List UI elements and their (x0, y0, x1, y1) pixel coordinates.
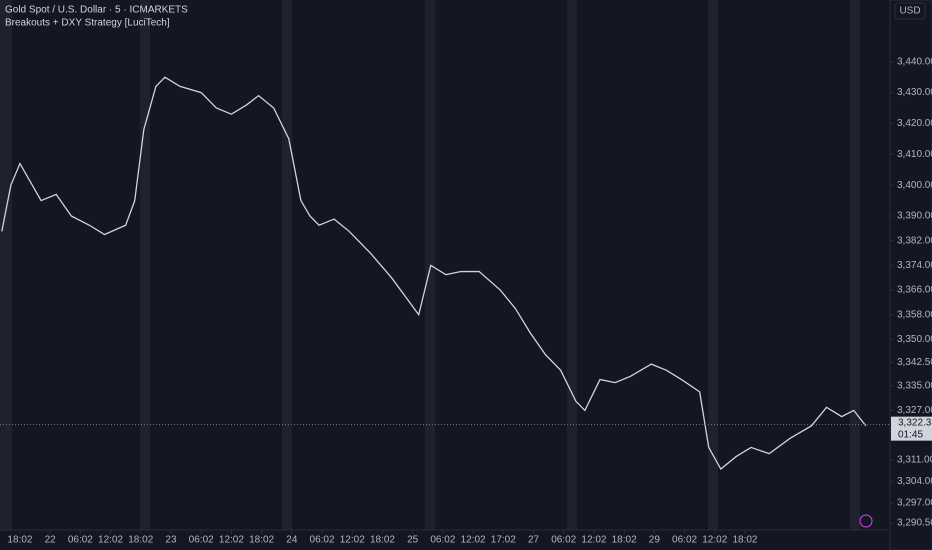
y-tick-label: 3,366.00 (897, 285, 932, 296)
x-tick-label: 06:02 (310, 535, 335, 546)
x-tick-label: 12:02 (340, 535, 365, 546)
price-axis (889, 0, 932, 550)
last-price-label: 3,322.38 (898, 417, 932, 428)
session-bands (0, 0, 860, 530)
x-tick-label: 06:02 (672, 535, 697, 546)
x-tick-label: 23 (165, 535, 177, 546)
x-tick-label: 12:02 (219, 535, 244, 546)
indicator-name: Breakouts + DXY Strategy [LuciTech] (5, 18, 170, 29)
x-tick-label: 18:02 (732, 535, 757, 546)
x-tick-label: 18:02 (128, 535, 153, 546)
x-tick-label: 12:02 (702, 535, 727, 546)
y-tick-label: 3,358.00 (897, 309, 932, 320)
x-tick-label: 17:02 (491, 535, 516, 546)
plot (1, 76, 867, 471)
currency[interactable]: USD (899, 6, 920, 17)
x-tick-label: 12:02 (98, 535, 123, 546)
x-tick-label: 06:02 (68, 535, 93, 546)
x-tick-label: 18:02 (7, 535, 32, 546)
y-tick-label: 3,335.00 (897, 380, 932, 391)
chart-title: Gold Spot / U.S. Dollar · 5 · ICMARKETS (5, 5, 188, 16)
y-tick-label: 3,382.00 (897, 235, 932, 246)
x-tick-label: 27 (528, 535, 540, 546)
x-tick-label: 06:02 (189, 535, 214, 546)
last-price-box (891, 416, 932, 441)
x-tick-label: 06:02 (551, 535, 576, 546)
y-tick-label: 3,374.00 (897, 260, 932, 271)
countdown: 01:45 (898, 429, 923, 440)
price-line (1, 76, 867, 471)
x-tick-label: 18:02 (612, 535, 637, 546)
x-tick-label: 06:02 (430, 535, 455, 546)
x-tick-label: 18:02 (370, 535, 395, 546)
y-tick-label: 3,342.50 (897, 357, 932, 368)
y-tick-label: 3,430.00 (897, 87, 932, 98)
y-tick-label: 3,350.00 (897, 334, 932, 345)
y-tick-label: 3,304.00 (897, 476, 932, 487)
currency-button[interactable] (894, 2, 926, 20)
x-tick-label: 29 (649, 535, 661, 546)
x-tick-label: 12:02 (581, 535, 606, 546)
y-tick-label: 3,311.00 (897, 454, 932, 465)
x-tick-label: 22 (45, 535, 57, 546)
y-tick-label: 3,290.50 (897, 518, 932, 529)
y-tick-label: 3,440.00 (897, 56, 932, 67)
y-tick-label: 3,410.00 (897, 149, 932, 160)
y-tick-label: 3,420.00 (897, 118, 932, 129)
y-tick-label: 3,327.00 (897, 405, 932, 416)
y-tick-label: 3,390.00 (897, 211, 932, 222)
y-tick-label: 3,297.00 (897, 498, 932, 509)
x-tick-label: 24 (286, 535, 298, 546)
y-tick-label: 3,400.00 (897, 180, 932, 191)
alert-icon[interactable] (859, 514, 873, 528)
x-tick-label: 18:02 (249, 535, 274, 546)
x-tick-label: 12:02 (461, 535, 486, 546)
x-tick-label: 25 (407, 535, 419, 546)
